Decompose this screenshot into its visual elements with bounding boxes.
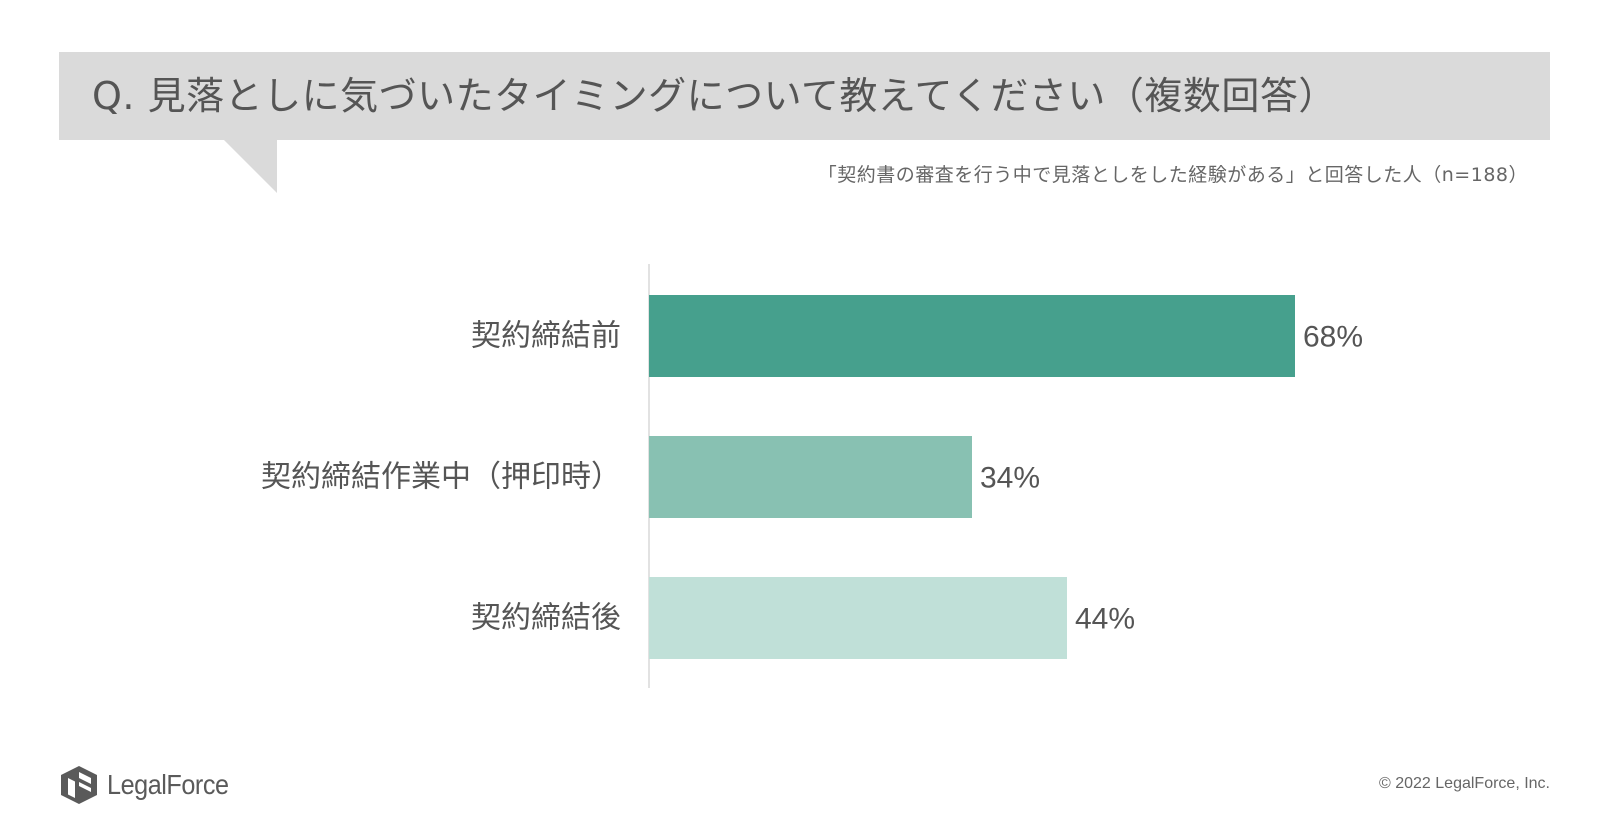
legalforce-logo-icon [61,766,97,804]
legalforce-logo: LegalForce [59,764,242,806]
chart-title: Q. 見落としに気づいたタイミングについて教えてください（複数回答） [92,74,1337,118]
bar [649,436,972,518]
bar [649,295,1295,377]
value-label: 44% [1075,603,1135,636]
question-banner-tail [224,140,277,193]
category-label: 契約締結作業中（押印時） [261,460,621,495]
copyright-notice: © 2022 LegalForce, Inc. [1379,775,1550,792]
chart-subtitle: 「契約書の審査を行う中で見落としをした経験がある」と回答した人（n=188） [817,164,1528,186]
logo-wordmark: LegalForce [107,769,229,800]
value-label: 68% [1303,321,1363,354]
value-label: 34% [980,462,1040,495]
question-banner: Q. 見落としに気づいたタイミングについて教えてください（複数回答） [59,52,1550,140]
category-label: 契約締結後 [471,601,621,636]
category-label: 契約締結前 [471,319,621,354]
bar [649,577,1067,659]
